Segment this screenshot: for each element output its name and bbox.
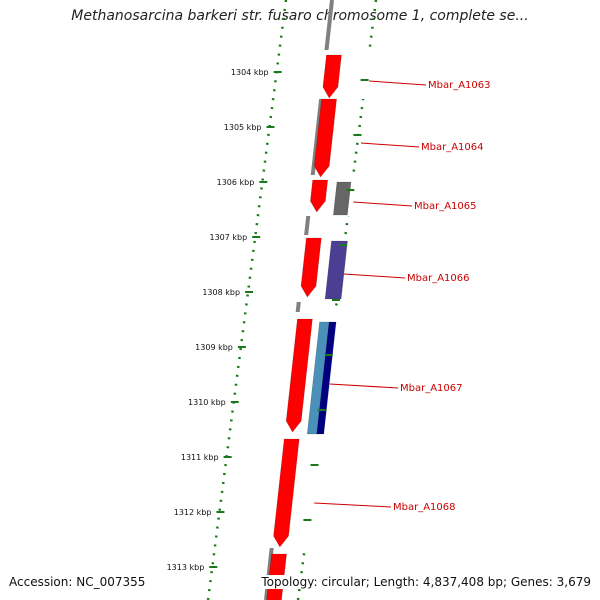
feature-layer — [262, 50, 375, 600]
gene-label-Mbar_A1067[interactable]: Mbar_A1067 — [400, 383, 463, 394]
gene-label-leader — [369, 81, 426, 85]
scale-tick-label: 1308 kbp — [202, 288, 240, 297]
gene-label-Mbar_A1064[interactable]: Mbar_A1064 — [421, 142, 484, 153]
genome-summary-text: Topology: circular; Length: 4,837,408 bp… — [259, 575, 591, 589]
scale-tick-label: 1304 kbp — [231, 68, 269, 77]
gene-label-Mbar_A1063[interactable]: Mbar_A1063 — [428, 80, 491, 91]
gene-label-leader — [314, 503, 391, 507]
scale-tick-label: 1313 kbp — [167, 563, 205, 572]
scale-tick-label: 1306 kbp — [217, 178, 255, 187]
scale-tick-label: 1312 kbp — [174, 508, 212, 517]
scale-tick-label: 1309 kbp — [195, 343, 233, 352]
gene-label-leader — [330, 384, 398, 388]
gene-label-Mbar_A1068[interactable]: Mbar_A1068 — [393, 502, 456, 513]
feature-track-segment-2 — [298, 175, 361, 216]
scale-tick-label: 1311 kbp — [181, 453, 219, 462]
gene-arrow-Mbar_A1064[interactable] — [314, 99, 336, 177]
scale-tick-label: 1305 kbp — [224, 123, 262, 132]
accession-text: Accession: NC_007355 — [9, 575, 145, 589]
scale-tick-label: 1307 kbp — [209, 233, 247, 242]
gene-label-leader — [344, 274, 405, 278]
gene-label-Mbar_A1066[interactable]: Mbar_A1066 — [407, 273, 470, 284]
feature-track-segment-1 — [311, 50, 374, 99]
scale-tick-label: 1310 kbp — [188, 398, 226, 407]
gene-label-leader — [361, 143, 419, 147]
gene-label-leader — [353, 202, 412, 206]
gene-label-Mbar_A1065[interactable]: Mbar_A1065 — [414, 201, 477, 212]
